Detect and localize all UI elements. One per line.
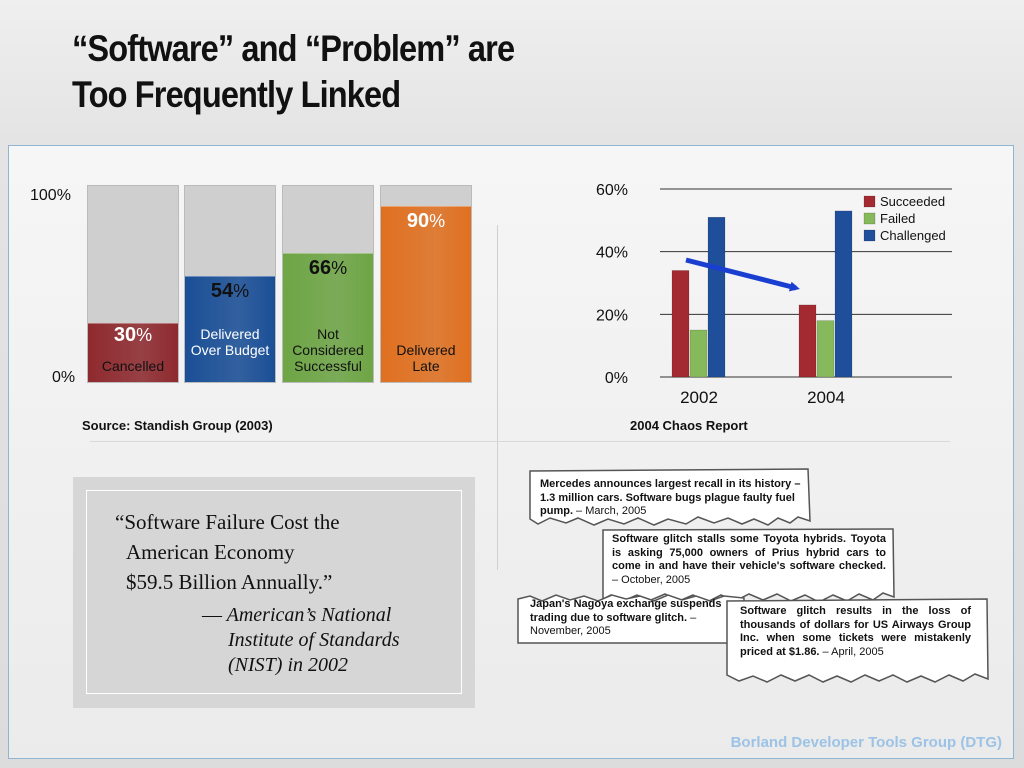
chaos-bar-succeeded-2002 bbox=[671, 270, 690, 378]
legend-label-challenged: Challenged bbox=[880, 228, 946, 243]
chaos-ytick-label: 20% bbox=[596, 307, 628, 324]
vertical-divider bbox=[497, 225, 498, 570]
chaos-xtick-label: 2004 bbox=[807, 388, 845, 407]
standish-fill-not-successful bbox=[283, 252, 373, 382]
standish-column-cancelled: 30% Cancelled bbox=[87, 185, 179, 383]
chaos-bar-challenged-2002 bbox=[707, 216, 726, 378]
quote-text: “Software Failure Cost the American Econ… bbox=[115, 507, 340, 597]
standish-fill-cancelled bbox=[88, 323, 178, 382]
standish-pct-over-budget: 54% bbox=[210, 280, 250, 302]
quote-line2: American Economy bbox=[126, 540, 295, 564]
standish-axis-bottom: 0% bbox=[52, 369, 76, 386]
clipping-text: Japan's Nagoya exchange suspends trading… bbox=[530, 598, 722, 637]
legend-swatch-failed bbox=[863, 212, 876, 225]
news-clipping-toyota: Software glitch stalls some Toyota hybri… bbox=[601, 527, 896, 607]
chaos-bar-challenged-2004 bbox=[834, 210, 853, 378]
quote-panel-border bbox=[86, 490, 462, 694]
footer-brand: Borland Developer Tools Group (DTG) bbox=[730, 734, 1002, 751]
quote-attr-dash: — bbox=[202, 604, 222, 626]
legend-label-failed: Failed bbox=[880, 211, 915, 226]
standish-label-late: Delivered Late bbox=[396, 342, 456, 374]
torn-paper-shape bbox=[529, 468, 811, 526]
chaos-ytick-label: 40% bbox=[596, 245, 628, 262]
quote-attr-line2: Institute of Standards bbox=[228, 629, 400, 651]
torn-paper-shape bbox=[517, 594, 745, 644]
standish-source: Source: Standish Group (2003) bbox=[82, 418, 273, 433]
quote-line3: $59.5 Billion Annually.” bbox=[126, 570, 333, 594]
clipping-text: Software glitch stalls some Toyota hybri… bbox=[612, 533, 886, 586]
trend-arrow bbox=[685, 257, 800, 292]
chaos-ytick-label: 0% bbox=[605, 370, 628, 387]
chaos-bar-failed-2004 bbox=[816, 320, 835, 378]
standish-pct-late: 90% bbox=[406, 210, 446, 232]
standish-column-not-successful: 66% Not Considered Successful bbox=[282, 185, 374, 383]
clipping-text: Mercedes announces largest recall in its… bbox=[540, 478, 801, 517]
chaos-ytick-label: 60% bbox=[596, 182, 628, 199]
torn-paper-shape bbox=[726, 598, 989, 683]
news-clipping-mercedes: Mercedes announces largest recall in its… bbox=[528, 467, 813, 529]
slide-title-line1: “Software” and “Problem” are bbox=[72, 28, 515, 69]
standish-label-cancelled: Cancelled bbox=[101, 358, 165, 374]
chaos-bar-failed-2002 bbox=[689, 329, 708, 378]
standish-pct-cancelled: 30% bbox=[113, 324, 153, 346]
standish-column-late: 90% Delivered Late bbox=[380, 185, 472, 383]
standish-column-over-budget: 54% Delivered Over Budget bbox=[184, 185, 276, 383]
standish-axis-top: 100% bbox=[30, 187, 71, 204]
news-clipping-nagoya: Japan's Nagoya exchange suspends trading… bbox=[516, 593, 746, 648]
legend-label-succeeded: Succeeded bbox=[880, 194, 945, 209]
quote-attribution: — American’s National Institute of Stand… bbox=[202, 603, 399, 678]
standish-fill-late bbox=[381, 205, 471, 382]
chaos-xtick-label: 2002 bbox=[680, 388, 718, 407]
standish-pct-not-successful: 66% bbox=[308, 257, 348, 279]
quote-attr-line1: American’s National bbox=[226, 604, 392, 626]
standish-label-over-budget: Delivered Over Budget bbox=[190, 326, 270, 358]
quote-panel bbox=[73, 477, 475, 708]
standish-fill-over-budget bbox=[185, 276, 275, 382]
legend-swatch-challenged bbox=[863, 229, 876, 242]
horizontal-divider bbox=[90, 441, 950, 442]
chaos-chart: 0% 20% 40% 60% 2002 2004 Succeeded Failed Chall… bbox=[596, 182, 952, 407]
slide-title: “Software” and “Problem” are Too Frequen… bbox=[72, 26, 515, 118]
quote-line1: “Software Failure Cost the bbox=[115, 510, 340, 534]
news-clipping-usairways: Software glitch results in the loss of t… bbox=[723, 597, 991, 685]
quote-attr-line3: (NIST) in 2002 bbox=[228, 654, 348, 676]
chaos-bar-succeeded-2004 bbox=[798, 304, 817, 378]
clipping-text: Software glitch results in the loss of t… bbox=[740, 605, 971, 658]
legend-swatch-succeeded bbox=[863, 195, 876, 208]
slide-title-line2: Too Frequently Linked bbox=[72, 74, 401, 115]
chaos-caption: 2004 Chaos Report bbox=[630, 418, 748, 433]
standish-label-not-successful: Not Considered Successful bbox=[292, 326, 364, 374]
